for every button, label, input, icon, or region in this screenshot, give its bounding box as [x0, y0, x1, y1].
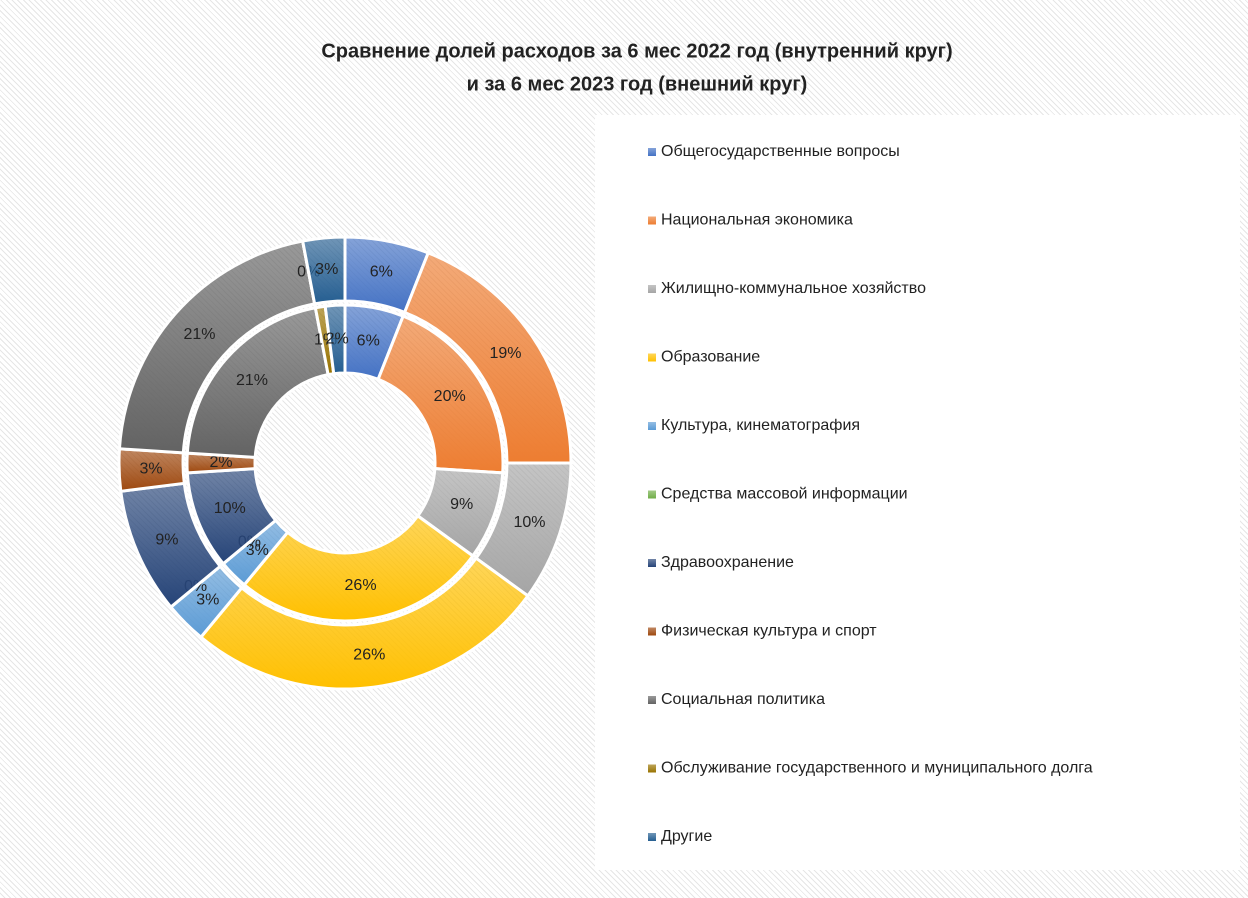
legend-swatch: [648, 353, 656, 362]
legend-label: Здравоохранение: [661, 554, 794, 571]
legend-swatch: [648, 559, 656, 567]
data-label: 3%: [315, 261, 338, 278]
data-label: 26%: [345, 577, 377, 594]
data-label: 9%: [155, 531, 178, 548]
data-label: 9%: [450, 496, 473, 513]
slice: [300, 235, 347, 306]
data-label: 20%: [434, 388, 466, 405]
legend-label: Национальная экономика: [661, 212, 853, 229]
data-label: 10%: [214, 500, 246, 517]
legend-swatch: [648, 764, 656, 773]
chart-title: Сравнение долей расходов за 6 мес 2022 г…: [321, 40, 952, 62]
legend-label: Общегосударственные вопросы: [661, 143, 900, 160]
data-label: 19%: [489, 345, 521, 362]
data-label: 21%: [236, 372, 268, 389]
slice: [323, 303, 347, 376]
legend-label: Жилищно-коммунальное хозяйство: [661, 280, 926, 297]
data-label: 2%: [209, 454, 232, 471]
legend-label: Образование: [661, 349, 760, 366]
legend-area: [595, 115, 1240, 870]
legend-label: Средства массовой информации: [661, 486, 908, 503]
data-label: 3%: [140, 460, 163, 477]
legend-label: Физическая культура и спорт: [661, 623, 877, 640]
legend-label: Обслуживание государственного и муниципа…: [661, 760, 1093, 777]
legend-swatch: [648, 627, 656, 636]
legend-label: Социальная политика: [661, 691, 825, 708]
data-label: 21%: [183, 326, 215, 343]
slice: [198, 556, 530, 691]
data-label: 26%: [353, 647, 385, 664]
legend-label: Культура, кинематография: [661, 417, 860, 434]
legend-label: Другие: [661, 828, 712, 845]
chart-title: и за 6 мес 2023 год (внешний круг): [467, 73, 808, 95]
legend-swatch: [648, 285, 656, 293]
data-label: 10%: [513, 514, 545, 531]
data-label: 3%: [196, 591, 219, 608]
data-label: 3%: [246, 542, 269, 559]
legend-swatch: [648, 148, 656, 156]
legend-swatch: [648, 833, 656, 841]
data-label: 6%: [370, 264, 393, 281]
data-label: 6%: [357, 332, 380, 349]
legend-swatch: [648, 216, 656, 225]
slice: [242, 513, 475, 623]
legend-swatch: [648, 490, 656, 499]
legend-swatch: [648, 696, 656, 704]
data-label: 2%: [326, 330, 349, 347]
legend-swatch: [648, 422, 656, 430]
